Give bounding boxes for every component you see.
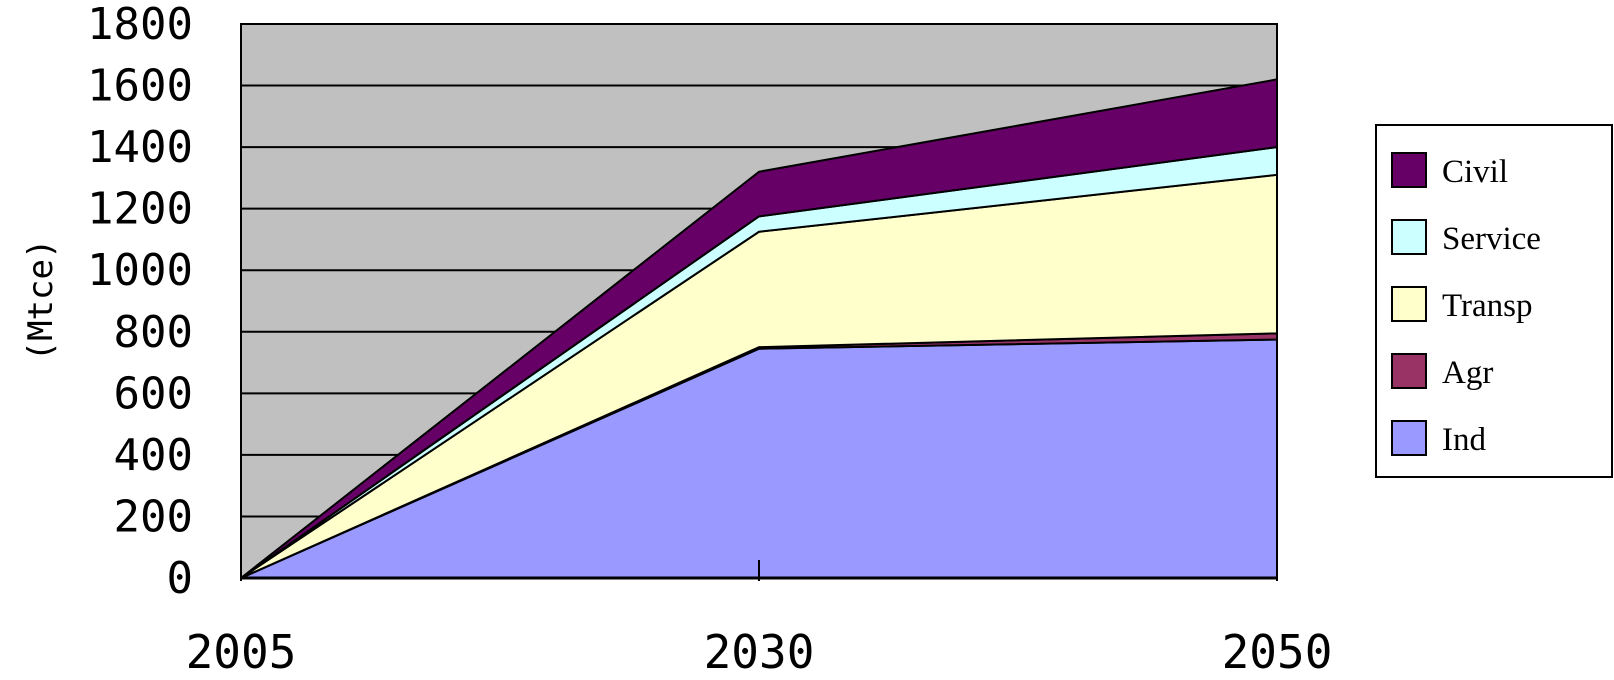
y-tick-label: 1200	[87, 184, 193, 235]
y-tick-labels: 0 200 400 600 800 1000 1200 1400 1600 1800	[87, 0, 193, 604]
y-tick-label: 1800	[87, 0, 193, 50]
x-tick-labels: 2005 2030 2050	[186, 625, 1333, 679]
x-tick-label: 2030	[704, 625, 815, 675]
y-tick-label: 1000	[87, 245, 193, 296]
legend-label-civil: Civil	[1442, 154, 1508, 190]
y-tick-label: 200	[114, 491, 193, 542]
legend-swatch-agr	[1391, 353, 1427, 389]
x-tick-label: 2005	[186, 625, 297, 675]
y-tick-label: 0	[167, 553, 194, 604]
legend-swatch-transp	[1391, 286, 1427, 322]
legend-swatch-service	[1391, 219, 1427, 255]
legend: Civil Service Transp Agr Ind	[1375, 124, 1613, 478]
legend-label-agr: Agr	[1442, 355, 1493, 391]
y-tick-label: 1400	[87, 122, 193, 173]
legend-swatch-civil	[1391, 152, 1427, 188]
legend-label-service: Service	[1442, 221, 1541, 257]
legend-swatch-ind	[1391, 420, 1427, 456]
legend-label-ind: Ind	[1442, 422, 1486, 458]
y-tick-label: 800	[114, 307, 193, 358]
y-tick-label: 400	[114, 430, 193, 481]
y-axis-label: (Mtce)	[21, 239, 61, 362]
y-tick-label: 1600	[87, 61, 193, 112]
y-tick-label: 600	[114, 368, 193, 419]
legend-label-transp: Transp	[1442, 288, 1532, 324]
x-tick-label: 2050	[1222, 625, 1333, 675]
